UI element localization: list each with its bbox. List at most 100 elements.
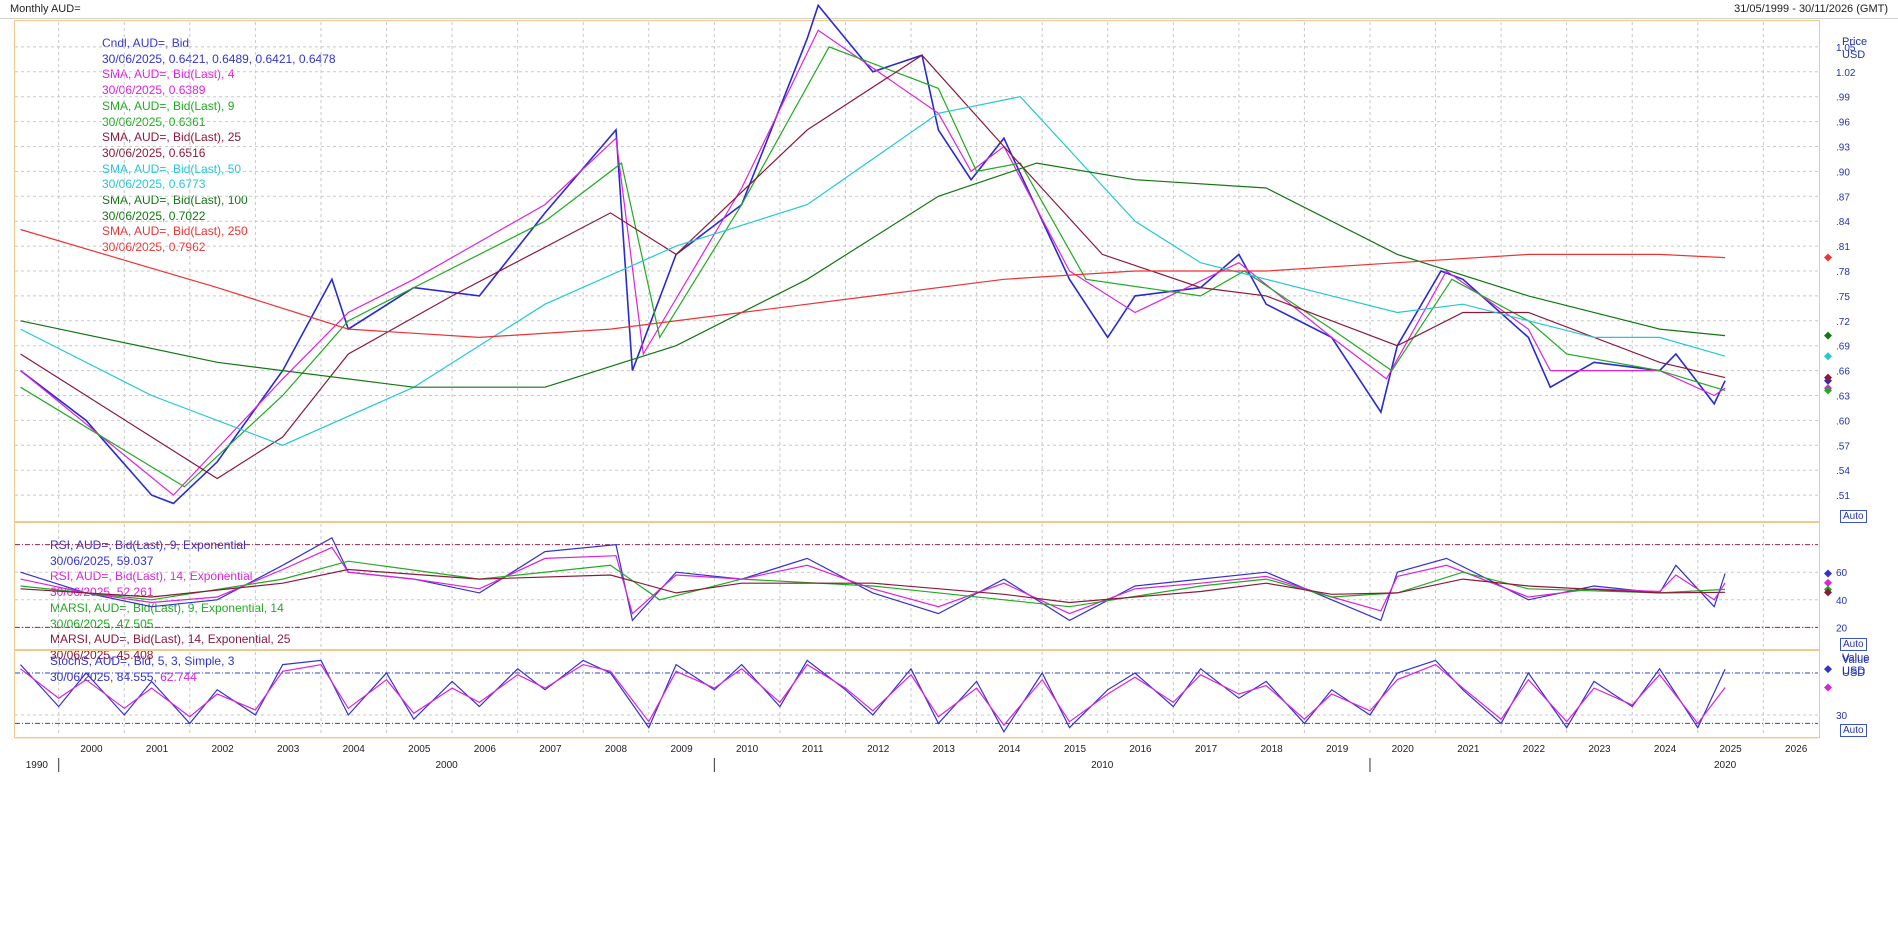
legend-value: 30/06/2025, 0.7022 (102, 208, 206, 223)
legend-label: MARSI, AUD=, Bid(Last), 9, Exponential, … (50, 600, 284, 615)
x-tick-decade: 1990 (26, 760, 49, 771)
x-tick-year: 2017 (1195, 744, 1218, 755)
y-tick-label: 30 (1836, 711, 1848, 722)
x-tick-year: 2013 (933, 744, 956, 755)
legend-label: SMA, AUD=, Bid(Last), 4 (102, 67, 235, 82)
x-tick-year: 2008 (605, 744, 628, 755)
x-tick-decade: 2000 (436, 760, 459, 771)
last-value-marker (1824, 376, 1832, 385)
x-tick-year: 2014 (998, 744, 1021, 755)
y-tick-label: .78 (1836, 267, 1850, 278)
x-tick-year: 2018 (1261, 744, 1284, 755)
price-scale-title-text: Price (1842, 36, 1868, 48)
legend-value: 30/06/2025, 52.261 (50, 585, 154, 600)
y-tick-label: .81 (1836, 242, 1850, 253)
stoch-legend-d: 62.744 (160, 669, 197, 684)
stoch-scale-title-text: Value (1842, 654, 1870, 666)
last-value-marker (1824, 386, 1832, 395)
y-tick-label: .66 (1836, 367, 1850, 378)
last-value-marker (1824, 384, 1832, 393)
legend-label: SMA, AUD=, Bid(Last), 50 (102, 161, 242, 176)
x-tick-year: 2010 (736, 744, 759, 755)
legend-label: MARSI, AUD=, Bid(Last), 14, Exponential,… (50, 632, 291, 647)
x-tick-year: 2006 (474, 744, 497, 755)
y-tick-label: 40 (1836, 596, 1848, 607)
y-tick-label: .57 (1836, 441, 1850, 452)
y-tick-label: .69 (1836, 342, 1850, 353)
legend-label: RSI, AUD=, Bid(Last), 14, Exponential (50, 569, 253, 584)
rsi-legend: RSI, AUD=, Bid(Last), 9, Exponential 30/0… (50, 538, 290, 664)
y-tick-label: .60 (1836, 416, 1850, 427)
legend-label: SMA, AUD=, Bid(Last), 9 (102, 98, 235, 113)
y-tick-label: .63 (1836, 392, 1850, 403)
x-tick-year: 2003 (277, 744, 300, 755)
x-tick-year: 2002 (211, 744, 234, 755)
stoch-scale-unit: USD (1842, 667, 1866, 679)
y-tick-label: 1.02 (1836, 68, 1856, 79)
y-tick-label: .99 (1836, 93, 1850, 104)
x-tick-decade: 2010 (1091, 760, 1114, 771)
date-range: 31/05/1999 - 30/11/2026 (GMT) (1734, 3, 1888, 15)
rsi-scale-title-text: Value (1842, 652, 1870, 664)
x-tick-year: 2022 (1523, 744, 1546, 755)
x-tick-year: 2025 (1719, 744, 1742, 755)
x-tick-year: 2000 (80, 744, 103, 755)
x-tick-year: 2016 (1129, 744, 1152, 755)
last-value-marker (1824, 253, 1832, 262)
price-scale-unit: USD (1842, 49, 1866, 61)
y-tick-label: .51 (1836, 491, 1850, 502)
x-tick-year: 2012 (867, 744, 890, 755)
y-tick-label: .72 (1836, 317, 1850, 328)
legend-value: 30/06/2025, 45.408 (50, 647, 154, 662)
y-tick-label: 60 (1836, 568, 1848, 579)
x-tick-year: 2005 (408, 744, 431, 755)
y-tick-label: .87 (1836, 192, 1850, 203)
x-tick-year: 2023 (1588, 744, 1611, 755)
y-tick-label: .93 (1836, 143, 1850, 154)
legend-value: 30/06/2025, 47.505 (50, 616, 154, 631)
x-tick-year: 2007 (539, 744, 562, 755)
last-value-marker (1824, 683, 1832, 692)
chart-header: Monthly AUD= 31/05/1999 - 30/11/2026 (GM… (0, 0, 1898, 19)
x-tick-year: 2024 (1654, 744, 1677, 755)
legend-value: 30/06/2025, 0.7962 (102, 240, 206, 255)
rsi-pane[interactable] (14, 522, 1820, 650)
stoch-legend: StochS, AUD=, Bid, 5, 3, Simple, 3 30/06… (50, 654, 234, 685)
legend-value: 30/06/2025, 0.6773 (102, 177, 206, 192)
legend-label: Cndl, AUD=, Bid (102, 36, 190, 50)
x-tick-year: 2009 (670, 744, 693, 755)
legend-value: 30/06/2025, 0.6516 (102, 145, 206, 160)
last-value-marker (1824, 331, 1832, 340)
legend-label: RSI, AUD=, Bid(Last), 9, Exponential (50, 538, 246, 552)
stoch-legend-label: StochS, AUD=, Bid, 5, 3, Simple, 3 (50, 654, 235, 668)
last-value-marker (1824, 665, 1832, 674)
stoch-scale-title: Value USD (1842, 654, 1869, 680)
x-tick-decade: 2020 (1714, 760, 1737, 771)
legend-label: SMA, AUD=, Bid(Last), 25 (102, 130, 242, 145)
y-tick-label: 20 (1836, 623, 1848, 634)
last-value-marker (1824, 352, 1832, 361)
legend-value: 30/06/2025, 59.037 (50, 553, 154, 568)
x-tick-year: 2020 (1392, 744, 1415, 755)
stoch-legend-values: 30/06/2025, 84.555, 62.744 (50, 670, 234, 686)
last-value-marker (1824, 585, 1832, 594)
last-value-marker (1824, 569, 1832, 578)
stoch-auto-button[interactable]: Auto (1840, 724, 1867, 737)
x-tick-year: 2026 (1785, 744, 1808, 755)
legend-value: 30/06/2025, 0.6361 (102, 114, 206, 129)
x-tick-year: 2004 (343, 744, 366, 755)
chart-title: Monthly AUD= (10, 3, 81, 15)
price-legend: Cndl, AUD=, Bid 30/06/2025, 0.6421, 0.648… (102, 36, 336, 256)
price-auto-button[interactable]: Auto (1840, 510, 1867, 523)
y-tick-label: .84 (1836, 217, 1850, 228)
x-tick-year: 2011 (802, 744, 824, 755)
rsi-auto-button[interactable]: Auto (1840, 638, 1867, 651)
x-tick-year: 2001 (146, 744, 169, 755)
x-tick-year: 2015 (1064, 744, 1087, 755)
rsi-scale-unit: USD (1842, 665, 1866, 677)
last-value-marker (1824, 578, 1832, 587)
last-value-marker (1824, 588, 1832, 597)
y-tick-label: .96 (1836, 118, 1850, 129)
y-tick-label: .90 (1836, 167, 1850, 178)
stoch-pane[interactable] (14, 650, 1820, 738)
